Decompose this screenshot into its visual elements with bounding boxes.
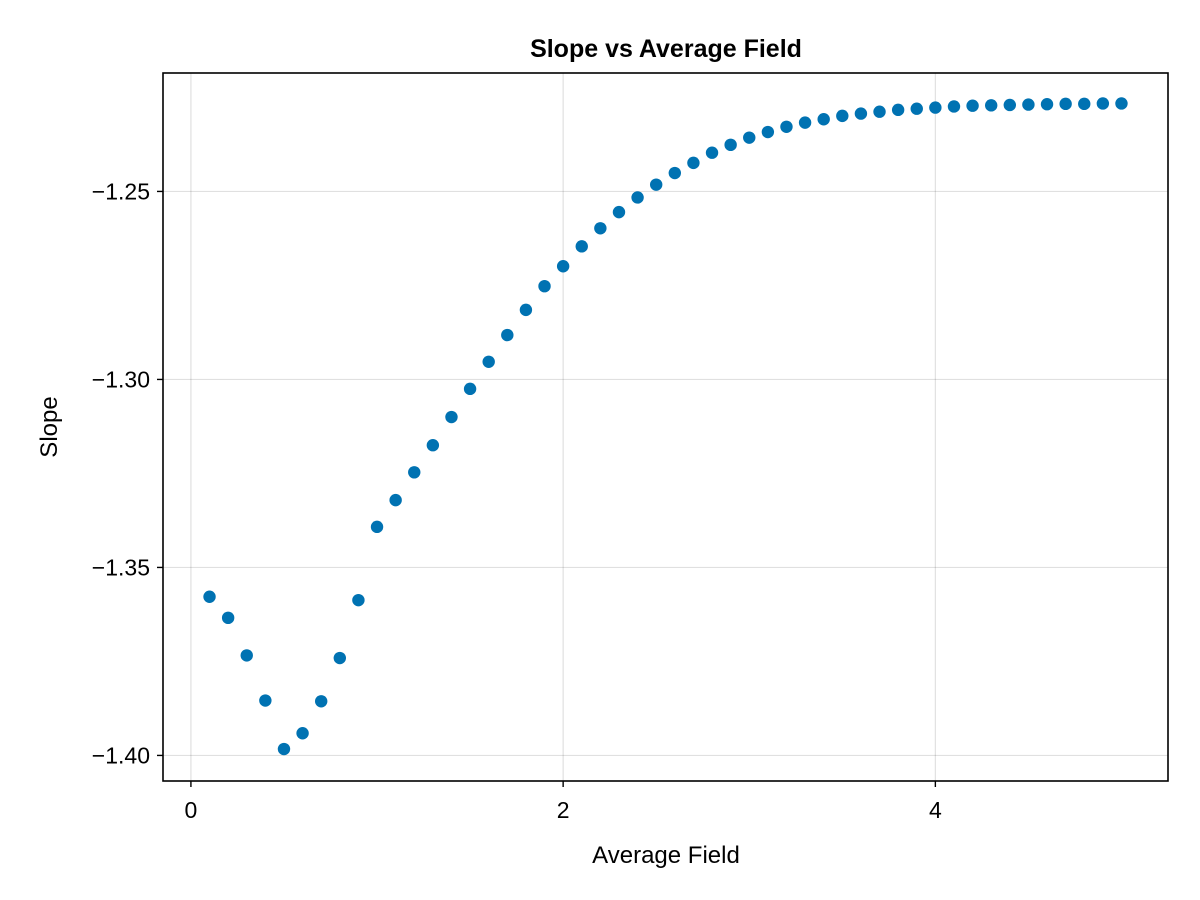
data-point	[631, 191, 644, 204]
x-tick-labels: 0 2 4	[185, 797, 942, 823]
data-point	[203, 590, 216, 603]
data-point	[463, 382, 477, 396]
data-point	[352, 593, 365, 607]
data-point	[798, 116, 812, 129]
data-point	[240, 649, 253, 662]
data-point	[296, 727, 309, 740]
data-point	[761, 125, 775, 139]
x-tick-label: 4	[929, 797, 942, 823]
data-point	[836, 109, 849, 123]
data-point	[1115, 97, 1128, 110]
data-point	[1096, 97, 1110, 110]
y-axis-label: Slope	[36, 396, 63, 457]
y-tick-labels: −1.25 −1.30 −1.35 −1.40	[92, 178, 150, 768]
plot-frame	[162, 72, 1169, 782]
data-point	[947, 100, 961, 113]
data-point	[426, 439, 440, 452]
axis-ticks	[157, 190, 937, 787]
data-point	[445, 410, 458, 424]
data-point	[649, 178, 663, 191]
data-point	[370, 520, 384, 534]
data-point	[817, 113, 830, 126]
data-point	[966, 99, 979, 112]
data-point	[408, 466, 421, 479]
data-point	[333, 651, 347, 665]
data-point	[612, 205, 626, 219]
data-point	[1003, 98, 1017, 112]
data-point	[1040, 98, 1054, 111]
data-point	[705, 146, 719, 159]
data-point	[1022, 98, 1035, 111]
chart-title: Slope vs Average Field	[530, 35, 802, 63]
data-point	[501, 328, 514, 342]
data-point	[984, 99, 998, 112]
data-point	[929, 101, 942, 114]
data-point	[314, 695, 328, 708]
data-point	[687, 156, 700, 170]
grid	[163, 73, 1168, 781]
y-tick-label: −1.40	[92, 742, 150, 768]
x-tick-label: 0	[185, 797, 198, 823]
data-point	[538, 279, 551, 293]
data-point	[1059, 97, 1072, 111]
data-point	[221, 611, 235, 625]
data-point	[594, 222, 607, 235]
data-point	[482, 355, 495, 368]
data-point	[873, 105, 886, 118]
data-point	[910, 102, 923, 115]
data-point	[743, 131, 756, 144]
data-point	[519, 303, 533, 317]
data-point	[668, 166, 682, 180]
data-point	[389, 493, 402, 507]
x-tick-label: 2	[557, 797, 570, 823]
data-point	[1078, 97, 1091, 111]
data-point	[891, 103, 905, 117]
data-point	[575, 240, 588, 253]
data-point	[724, 138, 737, 152]
data-point	[556, 260, 570, 273]
y-tick-label: −1.35	[92, 554, 150, 580]
y-tick-label: −1.30	[92, 366, 150, 392]
y-tick-label: −1.25	[92, 178, 150, 204]
data-points	[203, 97, 1128, 756]
data-point	[780, 120, 793, 133]
data-point	[277, 742, 291, 756]
x-axis-label: Average Field	[592, 842, 740, 869]
data-point	[854, 107, 868, 120]
data-point	[259, 694, 272, 707]
